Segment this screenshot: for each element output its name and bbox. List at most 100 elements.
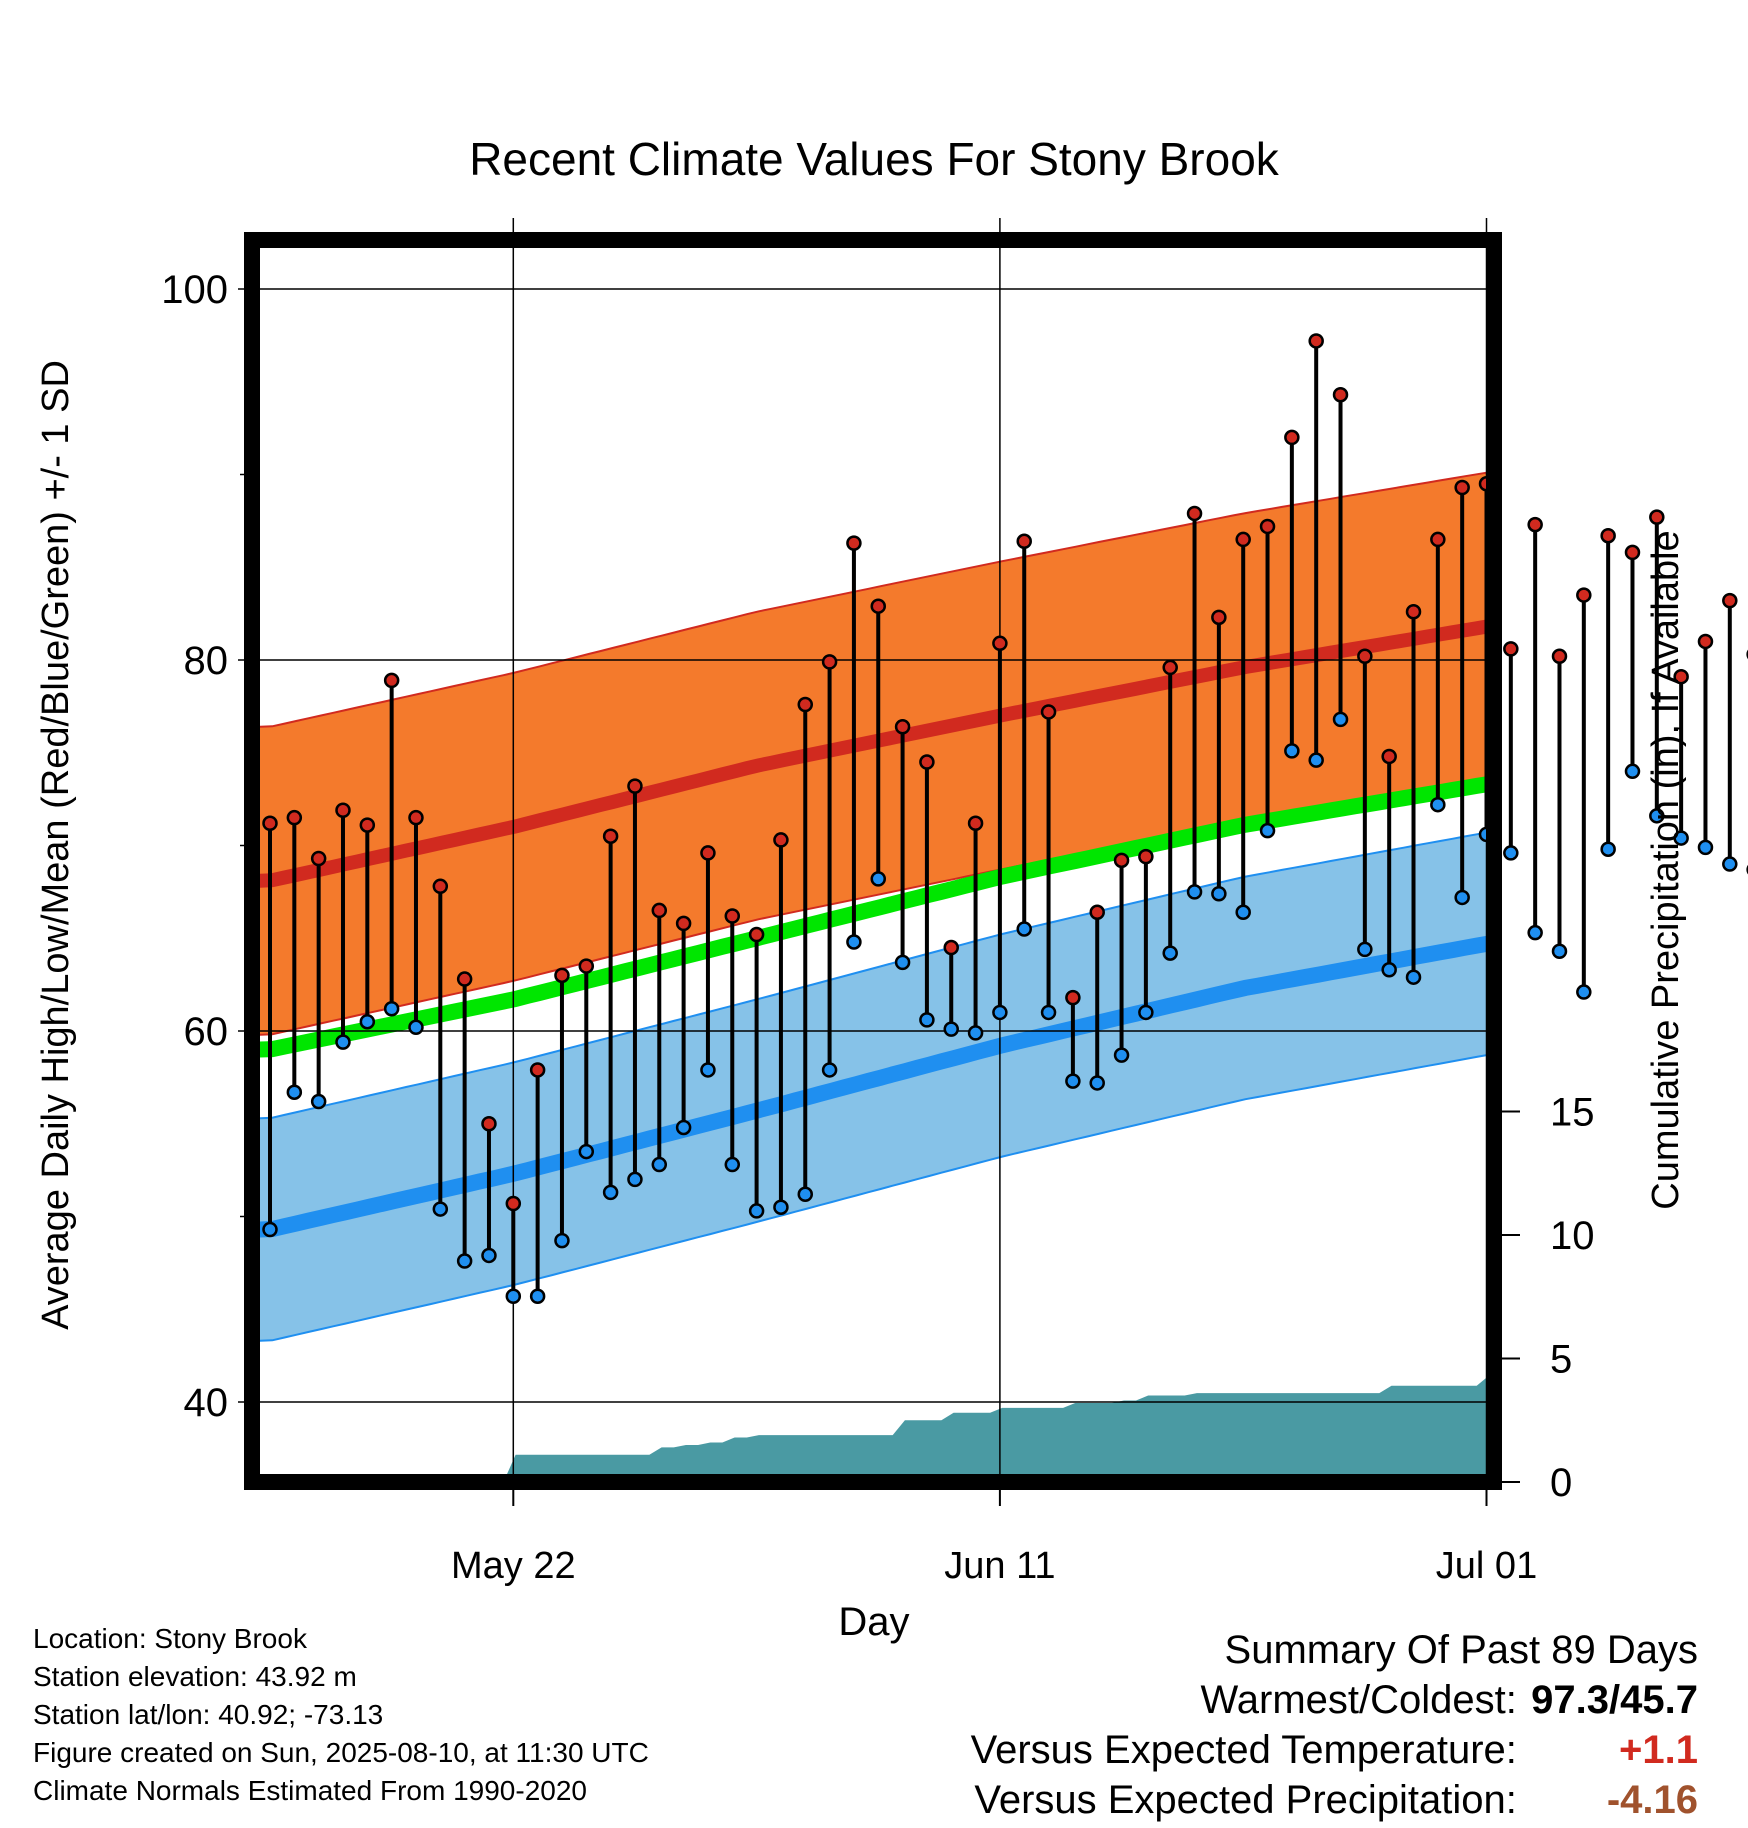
daily-high-point	[432, 878, 449, 895]
chart-title: Recent Climate Values For Stony Brook	[469, 133, 1280, 185]
daily-low-point	[724, 1156, 741, 1173]
info-elevation: Station elevation: 43.92 m	[33, 1661, 357, 1692]
info-location: Location: Stony Brook	[33, 1623, 307, 1654]
daily-high-point	[967, 815, 984, 831]
daily-low-point	[359, 1013, 376, 1030]
daily-low-point	[1576, 984, 1592, 1000]
normal-mean-line	[248, 774, 1502, 1058]
daily-high-point	[1186, 505, 1203, 522]
y-tick-label-right: 5	[1550, 1338, 1572, 1382]
daily-low-point	[456, 1253, 473, 1269]
precip-label: Versus Expected Precipitation:	[974, 1778, 1517, 1822]
daily-high-point	[602, 828, 619, 844]
daily-low-point	[432, 1201, 449, 1217]
y-tick-label-left: 100	[161, 268, 228, 312]
daily-low-point	[1551, 943, 1568, 959]
daily-high-point	[1308, 333, 1324, 349]
daily-high-point	[870, 598, 886, 614]
daily-low-point	[846, 934, 862, 950]
info-normals: Climate Normals Estimated From 1990-2020	[33, 1775, 587, 1806]
daily-high-point	[1722, 592, 1738, 609]
daily-low-point	[1405, 969, 1422, 985]
daily-low-point	[286, 1084, 303, 1100]
y-tick-label-left: 60	[184, 1010, 229, 1054]
daily-low-point	[408, 1019, 424, 1036]
station-info: Location: Stony Brook Station elevation:…	[33, 1620, 649, 1810]
daily-high-point	[505, 1195, 522, 1212]
daily-high-point	[1259, 518, 1276, 535]
y-tick-label-left: 80	[184, 639, 229, 683]
daily-low-point	[894, 954, 911, 971]
daily-high-point	[1016, 533, 1032, 550]
plot-frame	[244, 232, 1502, 1490]
daily-low-point	[1430, 796, 1446, 813]
daily-high-point	[992, 635, 1008, 652]
daily-low-point	[1357, 941, 1373, 958]
temp-value: +1.1	[1619, 1728, 1698, 1772]
daily-high-point	[383, 672, 400, 689]
daily-high-point	[894, 719, 911, 735]
daily-high-point	[1138, 848, 1154, 865]
precip-value: -4.16	[1606, 1778, 1698, 1822]
daily-low-point	[554, 1232, 570, 1249]
daily-low-point	[1332, 711, 1349, 728]
daily-low-point	[1235, 904, 1251, 921]
daily-high-point	[846, 535, 862, 551]
daily-high-point	[1527, 516, 1543, 533]
daily-high-point	[1065, 989, 1081, 1006]
y-tick-label-right: 10	[1550, 1214, 1595, 1258]
daily-high-point	[1551, 648, 1568, 665]
daily-low-point	[1113, 1047, 1130, 1063]
daily-high-point	[1624, 544, 1641, 561]
daily-low-point	[1722, 856, 1738, 872]
daily-low-point	[1138, 1004, 1154, 1021]
daily-high-point	[1211, 609, 1227, 626]
summary-temp: Versus Expected Temperature: +1.1	[971, 1725, 1698, 1775]
normal-low-line	[248, 934, 1502, 1238]
daily-low-point	[481, 1247, 497, 1264]
daily-high-point	[1673, 668, 1689, 685]
daily-high-point	[748, 926, 765, 943]
daily-low-point	[967, 1025, 984, 1041]
daily-high-point	[1089, 904, 1105, 921]
summary-precip: Versus Expected Precipitation: -4.16	[971, 1775, 1698, 1825]
info-created: Figure created on Sun, 2025-08-10, at 11…	[33, 1737, 649, 1768]
daily-high-point	[797, 696, 814, 713]
daily-low-point	[773, 1199, 789, 1215]
daily-low-point	[383, 1000, 400, 1017]
summary-panel: Summary Of Past 89 Days Warmest/Coldest:…	[971, 1625, 1698, 1825]
y-axis-label-left: Average Daily High/Low/Mean (Red/Blue/Gr…	[35, 360, 77, 1330]
daily-low-point	[700, 1062, 716, 1078]
daily-high-point	[1576, 587, 1592, 603]
daily-low-point	[1381, 962, 1397, 978]
daily-high-point	[359, 817, 376, 833]
daily-high-point	[1454, 479, 1470, 496]
daily-low-point	[919, 1012, 935, 1028]
daily-high-point	[919, 754, 935, 770]
warm-cold-label: Warmest/Coldest:	[1200, 1678, 1517, 1722]
daily-high-point	[675, 915, 692, 932]
daily-low-point	[1673, 830, 1689, 846]
daily-high-point	[724, 908, 741, 924]
daily-low-point	[505, 1288, 522, 1305]
daily-high-point	[310, 850, 327, 867]
daily-high-point	[408, 809, 424, 826]
summary-title: Summary Of Past 89 Days	[1224, 1628, 1698, 1672]
daily-high-point	[554, 967, 570, 984]
daily-low-point	[1040, 1004, 1057, 1021]
x-tick-label: May 22	[451, 1545, 576, 1587]
daily-low-point	[1697, 839, 1714, 856]
daily-low-point	[748, 1203, 765, 1219]
daily-high-point	[1162, 659, 1178, 676]
daily-high-point	[1040, 704, 1057, 720]
plot-area: 90Days	[238, 218, 1748, 1490]
daily-high-point	[481, 1116, 497, 1132]
daily-high-point	[1405, 604, 1422, 620]
x-axis-label: Day	[838, 1600, 909, 1644]
x-tick-label: Jul 01	[1436, 1545, 1537, 1587]
summary-warm-cold: Warmest/Coldest: 97.3/45.7	[971, 1675, 1699, 1725]
daily-high-point	[1357, 648, 1373, 665]
daily-low-point	[943, 1021, 959, 1037]
